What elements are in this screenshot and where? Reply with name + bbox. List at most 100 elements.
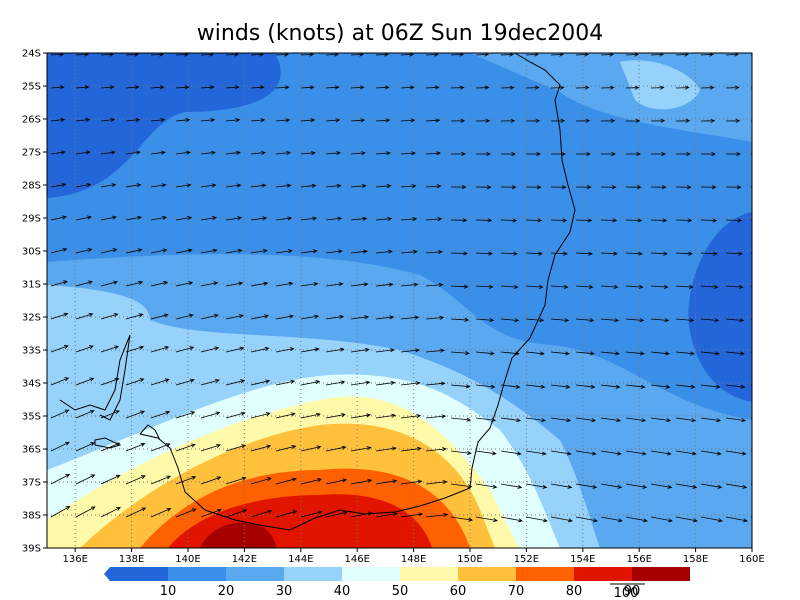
wind-arrow (475, 351, 495, 356)
colorbar-label: 90 (624, 584, 641, 599)
wind-arrow (225, 183, 242, 188)
wind-arrow (550, 284, 569, 289)
wind-arrow (100, 150, 116, 155)
wind-arrow (750, 186, 752, 188)
colorbar-bin (342, 567, 400, 581)
wind-arrow (575, 516, 598, 523)
wind-arrow (100, 410, 120, 419)
wind-arrow (500, 516, 523, 523)
wind-arrow (425, 348, 445, 353)
grid (43, 52, 753, 552)
lat-label: 33S (22, 346, 41, 357)
wind-arrow (650, 151, 666, 157)
wind-arrow (625, 284, 644, 289)
speed-region (200, 522, 276, 548)
wind-arrow (125, 215, 143, 221)
wind-arrow (150, 183, 167, 188)
wind-arrow (325, 216, 343, 221)
wind-arrow (575, 218, 593, 223)
wind-arrow (300, 281, 319, 287)
plot-frame (46, 52, 753, 549)
lon-label: 156E (626, 554, 651, 565)
wind-arrow (50, 473, 71, 485)
wind-arrow (200, 183, 217, 188)
wind-arrow (650, 85, 665, 90)
wind-arrow (450, 351, 470, 356)
wind-arrow (475, 85, 490, 90)
wind-arrow (675, 185, 692, 190)
wind-arrow (125, 117, 141, 123)
wind-arrow (625, 417, 647, 423)
wind-arrow (625, 450, 647, 456)
wind-arrow (175, 378, 195, 386)
wind-arrow (525, 351, 545, 356)
colorbar-bin (458, 567, 516, 581)
wind-arrow (400, 446, 422, 452)
wind-arrow (550, 218, 568, 223)
wind-arrow (600, 351, 620, 356)
wind-arrow (375, 183, 392, 189)
speed-region (47, 53, 281, 198)
wind-arrow (500, 85, 515, 90)
wind-arrow (625, 516, 648, 523)
wind-arrow (450, 118, 466, 123)
wind-arrow (700, 483, 723, 489)
colorbar-label: 40 (334, 584, 351, 599)
wind-arrow (200, 476, 222, 485)
wind-arrow (600, 417, 622, 423)
wind-arrow (175, 85, 190, 90)
wind-arrow (75, 474, 96, 485)
wind-arrow (500, 218, 518, 223)
wind-arrow (725, 384, 746, 389)
wind-arrow (425, 447, 447, 452)
wind-arrow (75, 409, 95, 419)
wind-arrow (300, 216, 318, 221)
wind-arrow (650, 218, 668, 223)
wind-arrow (675, 151, 691, 157)
wind-arrow (550, 516, 573, 523)
wind-arrow (350, 380, 371, 386)
colorbar-label: 30 (276, 584, 293, 599)
wind-arrow (375, 446, 397, 452)
wind-arrow (325, 511, 348, 518)
wind-arrow (75, 312, 94, 320)
wind-arrow (350, 347, 370, 353)
wind-arrow (525, 483, 548, 489)
wind-arrow (425, 217, 443, 222)
wind-arrow (150, 378, 170, 386)
wind-arrow (475, 284, 494, 289)
colorbar-bin (168, 567, 226, 581)
wind-arrow (425, 249, 443, 255)
wind-arrow (750, 516, 752, 518)
lon-label: 144E (288, 554, 313, 565)
wind-arrow (700, 417, 722, 423)
wind-arrow (525, 450, 547, 456)
lon-label: 146E (344, 554, 369, 565)
wind-arrow (625, 251, 643, 256)
wind-arrow (725, 185, 742, 190)
wind-arrow (425, 381, 446, 386)
wind-arrow (150, 410, 171, 419)
wind-arrow (275, 347, 295, 353)
lon-label: 160E (739, 554, 764, 565)
wind-arrow (650, 251, 668, 256)
wind-arrow (675, 417, 697, 423)
wind-arrow (250, 412, 271, 419)
wind-arrow (750, 219, 752, 221)
wind-arrow (750, 252, 752, 254)
wind-arrow (250, 183, 267, 188)
wind-arrow (750, 87, 752, 89)
wind-arrow (50, 150, 66, 155)
wind-arrow (250, 477, 272, 485)
wind-arrow (675, 351, 695, 356)
wind-arrow (575, 251, 593, 256)
wind-arrow (50, 182, 67, 188)
wind-arrow (675, 483, 698, 489)
wind-arrow (700, 251, 718, 256)
reference-vector-label: 100 (614, 586, 639, 600)
wind-arrow (675, 284, 694, 289)
wind-arrow (125, 248, 143, 254)
wind-arrow (475, 384, 496, 389)
wind-arrow (375, 151, 391, 156)
